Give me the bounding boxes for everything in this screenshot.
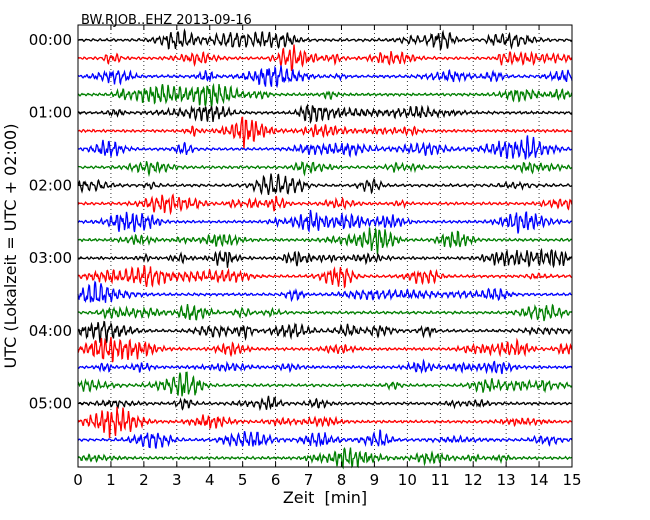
- x-tick-label: 15: [562, 471, 581, 489]
- trace-0245: [77, 227, 573, 255]
- y-tick-label: 04:00: [29, 322, 72, 340]
- seismogram-traces: [77, 27, 573, 470]
- trace-0300: [77, 247, 573, 269]
- y-tick-label: 00:00: [29, 31, 72, 49]
- trace-0045: [77, 82, 573, 108]
- x-tick-label: 9: [370, 471, 380, 489]
- trace-0345: [77, 303, 573, 322]
- trace-0315: [77, 265, 573, 289]
- x-tick-label: 5: [238, 471, 248, 489]
- trace-0130: [77, 135, 573, 160]
- x-tick-label: 12: [464, 471, 483, 489]
- x-tick-label: 1: [106, 471, 116, 489]
- plot-frame: [77, 24, 573, 468]
- x-tick-label: 14: [530, 471, 549, 489]
- trace-0145: [77, 160, 573, 178]
- y-tick-label: 01:00: [29, 104, 72, 122]
- trace-0400: [77, 320, 573, 344]
- x-axis-label: Zeit [min]: [283, 488, 367, 507]
- x-tick-label: 4: [205, 471, 215, 489]
- trace-0015: [77, 44, 573, 72]
- trace-0330: [77, 280, 573, 303]
- x-tick-label: 7: [304, 471, 314, 489]
- trace-0515: [77, 406, 573, 438]
- trace-0000: [77, 27, 573, 52]
- x-tick-label: 2: [139, 471, 149, 489]
- trace-0200: [77, 173, 573, 196]
- trace-0215: [77, 193, 573, 216]
- x-tick-label: 8: [337, 471, 347, 489]
- trace-0100: [77, 103, 573, 125]
- x-tick-label: 13: [497, 471, 516, 489]
- trace-0430: [77, 358, 573, 375]
- x-tick-label: 3: [172, 471, 182, 489]
- y-axis-label: UTC (Lokalzeit = UTC + 02:00): [1, 124, 20, 369]
- x-tick-label: 11: [431, 471, 450, 489]
- y-tick-label: 05:00: [29, 394, 72, 412]
- x-tick-label: 0: [73, 471, 83, 489]
- y-tick-label: 02:00: [29, 176, 72, 194]
- trace-0415: [77, 336, 573, 363]
- trace-0500: [77, 395, 573, 412]
- trace-0115: [77, 116, 573, 149]
- x-tick-label: 10: [398, 471, 417, 489]
- axis-ticks: 0 1 2 3 4 5 6 7 8 9 10 11 12 13 14 1500:0001:0002:0003:…: [29, 25, 582, 489]
- trace-0530: [77, 429, 573, 449]
- x-tick-label: 6: [271, 471, 281, 489]
- trace-0545: [77, 447, 573, 470]
- grid-lines: [110, 25, 540, 467]
- chart-title: BW.RJOB..EHZ 2013-09-16: [81, 13, 252, 28]
- trace-0030: [77, 65, 573, 89]
- y-tick-label: 03:00: [29, 249, 72, 267]
- trace-0445: [77, 371, 573, 397]
- trace-0230: [77, 209, 573, 234]
